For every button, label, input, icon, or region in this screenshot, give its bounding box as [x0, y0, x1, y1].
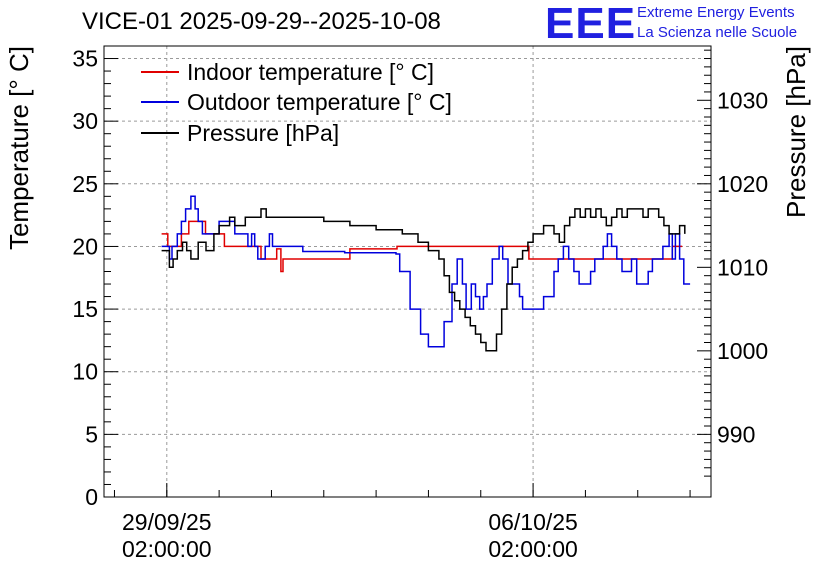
x-tick-label-date: 29/09/25 — [122, 509, 212, 535]
y2-tick-label: 1010 — [717, 254, 768, 280]
y-tick-label: 5 — [85, 421, 98, 447]
x-tick-label-date: 06/10/25 — [488, 509, 578, 535]
y-axis-title: Temperature [° C] — [4, 46, 34, 250]
y-tick-label: 10 — [72, 359, 98, 385]
y2-axis-title: Pressure [hPa] — [781, 46, 811, 218]
legend-label: Pressure [hPa] — [187, 120, 339, 146]
series-line — [161, 195, 691, 348]
y2-tick-label: 1000 — [717, 338, 768, 364]
legend-label: Indoor temperature [° C] — [187, 59, 434, 85]
y2-tick-label: 1030 — [717, 87, 768, 113]
y-tick-label: 20 — [72, 233, 98, 259]
logo-caption-line2: La Scienza nelle Scuole — [637, 24, 798, 41]
y-tick-label: 15 — [72, 296, 98, 322]
x-tick-label-time: 02:00:00 — [122, 536, 212, 562]
eee-logo: EEE — [545, 0, 637, 48]
legend-label: Outdoor temperature [° C] — [187, 89, 452, 115]
y2-tick-label: 1020 — [717, 171, 768, 197]
y-tick-label: 25 — [72, 171, 98, 197]
y2-tick-label: 990 — [717, 421, 755, 447]
y-tick-label: 35 — [72, 46, 98, 72]
y-tick-label: 0 — [85, 484, 98, 510]
chart-title: VICE-01 2025-09-29--2025-10-08 — [82, 8, 441, 35]
series-line — [161, 208, 686, 352]
y-tick-label: 30 — [72, 108, 98, 134]
x-tick-label-time: 02:00:00 — [488, 536, 578, 562]
logo-caption-line1: Extreme Energy Events — [637, 4, 795, 21]
